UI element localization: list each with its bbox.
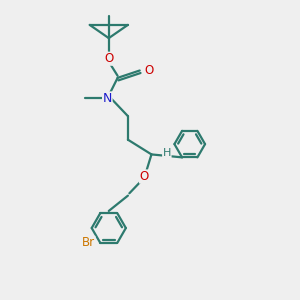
Text: O: O <box>104 52 113 65</box>
Text: O: O <box>140 170 149 183</box>
Text: N: N <box>103 92 112 105</box>
Text: Br: Br <box>82 236 95 249</box>
Text: O: O <box>144 64 153 77</box>
Text: H: H <box>163 148 171 158</box>
